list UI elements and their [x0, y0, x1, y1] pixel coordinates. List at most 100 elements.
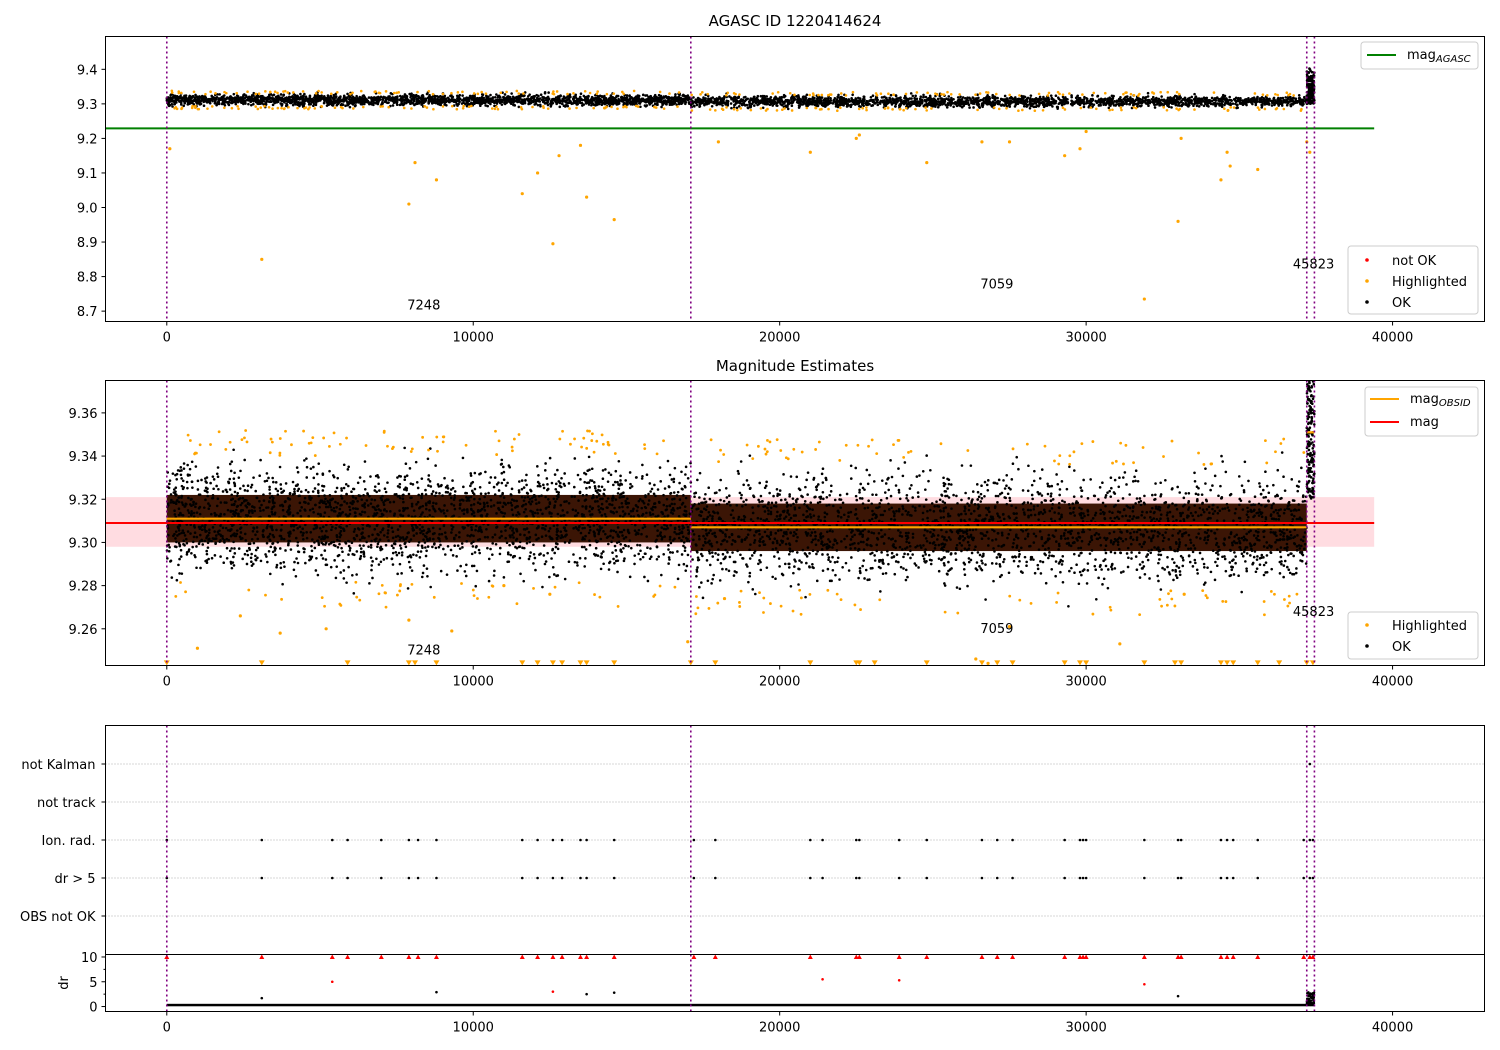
highlighted-point	[336, 90, 339, 94]
ok-point	[946, 103, 950, 107]
ok-point	[851, 93, 854, 97]
ok-point	[1303, 95, 1306, 99]
highlighted-point	[196, 107, 200, 111]
ok-point	[186, 100, 190, 103]
ok-point	[593, 96, 597, 100]
ok-point	[603, 100, 606, 104]
ok-point	[730, 106, 733, 110]
agasc-magnitude-panel: AGASC ID 1220414624 0 10000 20000 30000 4000…	[77, 12, 1485, 346]
ok-point	[391, 104, 395, 107]
ok-point	[1082, 105, 1086, 109]
highlighted-point	[1108, 108, 1111, 112]
ok-point	[1285, 101, 1289, 104]
highlighted-point	[886, 106, 890, 110]
ok-point	[1160, 95, 1163, 98]
ok-point	[935, 102, 939, 106]
ok-point	[445, 103, 448, 107]
ok-point	[600, 94, 604, 98]
highlighted-point	[1005, 107, 1008, 110]
ok-point	[173, 102, 176, 106]
ok-point	[348, 105, 352, 109]
ok-point	[1197, 105, 1201, 108]
ok-point	[497, 98, 501, 102]
highlighted-point	[1119, 106, 1123, 109]
ok-point	[986, 93, 989, 97]
ok-point	[1299, 102, 1303, 106]
ok-point	[799, 98, 803, 101]
highlighted-point	[287, 105, 290, 109]
ok-point	[235, 94, 239, 97]
ok-point	[922, 93, 925, 97]
highlighted-point	[592, 106, 596, 110]
highlighted-point	[1193, 108, 1196, 111]
ok-point	[479, 101, 482, 105]
highlighted-point	[204, 92, 207, 96]
highlighted-point	[276, 91, 279, 95]
highlighted-point	[286, 91, 290, 94]
ok-point	[457, 99, 460, 103]
ok-point	[363, 97, 367, 100]
ok-point	[1203, 100, 1207, 104]
ok-point	[172, 99, 175, 102]
highlighted-point	[351, 107, 355, 110]
highlighted-point	[632, 89, 636, 93]
highlighted-point	[721, 108, 725, 112]
ok-point	[1187, 105, 1190, 108]
ok-point	[920, 100, 924, 104]
ok-point	[641, 98, 645, 102]
highlighted-point	[708, 108, 712, 111]
ok-point	[1029, 102, 1033, 106]
highlighted-point	[320, 91, 323, 94]
ok-point	[1159, 102, 1163, 105]
ok-point	[377, 96, 381, 99]
ok-point	[722, 98, 725, 101]
ok-point	[976, 102, 980, 106]
ok-point	[428, 93, 431, 97]
ok-point	[183, 99, 187, 103]
ok-point	[865, 100, 869, 104]
ok-point	[511, 95, 515, 99]
highlighted-point	[1103, 91, 1107, 95]
highlighted-point	[814, 106, 818, 110]
ok-point	[174, 96, 177, 100]
ok-point	[252, 102, 255, 106]
highlighted-point	[1263, 107, 1267, 111]
ok-point	[204, 98, 207, 101]
highlighted-point	[320, 105, 323, 108]
ok-point	[818, 98, 822, 102]
highlighted-point	[192, 90, 196, 94]
ok-point	[807, 97, 811, 101]
ok-point	[836, 102, 839, 106]
highlighted-point	[441, 92, 445, 96]
ok-point	[381, 101, 384, 104]
highlighted-point	[976, 108, 979, 112]
ok-point	[294, 103, 298, 106]
panel-title-magnitude-estimates: Magnitude Estimates	[716, 357, 874, 375]
ok-point	[1053, 102, 1056, 105]
ok-point	[876, 100, 879, 104]
ok-point	[853, 100, 856, 104]
ok-point	[578, 100, 582, 104]
highlighted-point	[472, 92, 476, 95]
ok-point	[294, 96, 298, 100]
ok-point	[314, 100, 317, 104]
ok-point	[1077, 102, 1081, 106]
ok-point	[335, 99, 339, 103]
ok-point	[265, 100, 269, 103]
highlighted-point	[1008, 93, 1012, 97]
x-tick-label: 30000	[1065, 675, 1106, 690]
ok-point	[823, 105, 827, 108]
ok-point	[765, 100, 769, 104]
ok-point	[277, 94, 280, 98]
ok-point	[1220, 100, 1224, 103]
highlighted-point	[902, 108, 905, 112]
ok-point	[732, 100, 735, 103]
highlighted-point	[410, 107, 413, 110]
ok-point	[546, 103, 550, 107]
ok-point	[829, 97, 832, 100]
ok-point	[748, 103, 751, 107]
ok-point	[861, 98, 865, 102]
ok-point	[465, 99, 469, 102]
ok-point	[227, 103, 231, 107]
highlighted-point	[978, 92, 982, 95]
